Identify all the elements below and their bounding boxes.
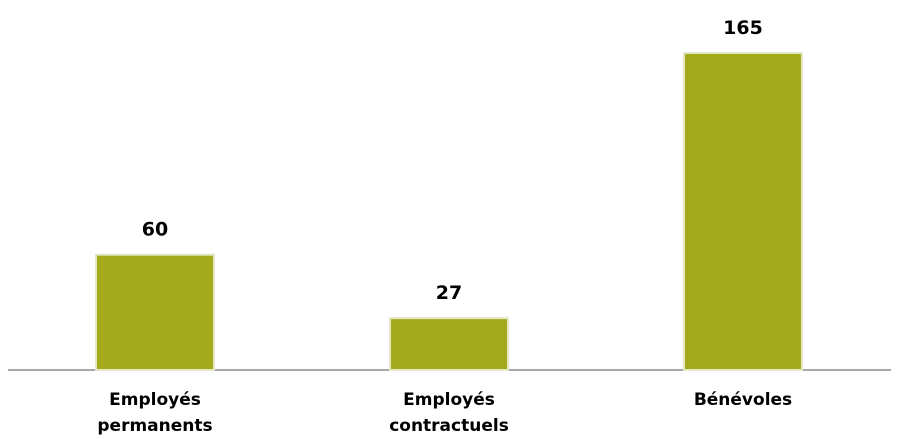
category-label-1-line-2: permanents xyxy=(97,416,212,436)
category-labels-group: Employés permanents Employés contractuels Bé… xyxy=(97,390,792,436)
data-label-2: 27 xyxy=(436,282,462,304)
bar-3 xyxy=(683,52,803,371)
data-label-1: 60 xyxy=(142,219,168,241)
bar-1 xyxy=(95,253,215,371)
bar-2 xyxy=(389,317,509,372)
category-label-1-line-1: Employés xyxy=(109,390,201,410)
data-labels-group: 60 27 165 xyxy=(142,17,763,304)
category-label-2-line-2: contractuels xyxy=(389,416,509,436)
category-label-2-line-1: Employés xyxy=(403,390,495,410)
category-label-3-line-1: Bénévoles xyxy=(694,390,792,410)
bars-group xyxy=(95,52,803,372)
data-label-3: 165 xyxy=(723,17,763,39)
